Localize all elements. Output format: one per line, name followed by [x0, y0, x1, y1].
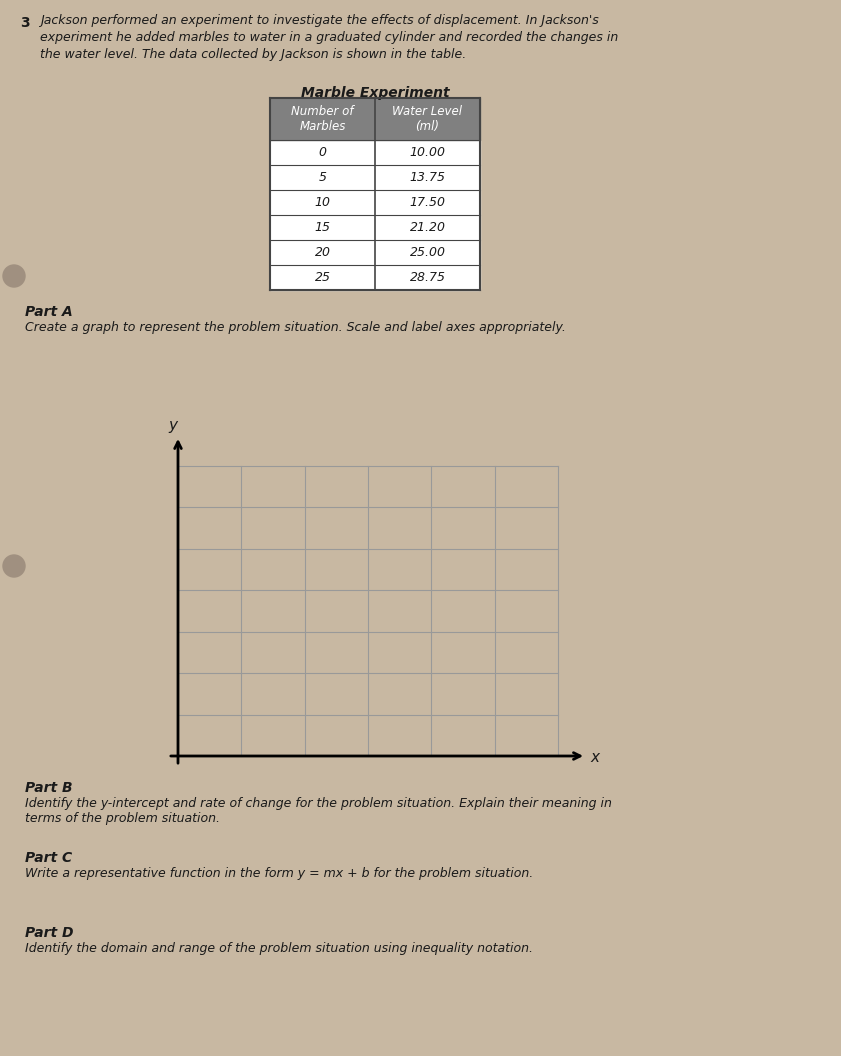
Bar — [270, 215, 480, 240]
Text: Part A: Part A — [25, 305, 73, 319]
Bar — [270, 265, 480, 290]
Text: 28.75: 28.75 — [410, 271, 446, 284]
Text: 3: 3 — [20, 16, 29, 30]
Text: Identify the domain and range of the problem situation using inequality notation: Identify the domain and range of the pro… — [25, 942, 533, 955]
Text: y: y — [168, 418, 177, 433]
Text: the water level. The data collected by Jackson is shown in the table.: the water level. The data collected by J… — [40, 48, 466, 61]
Bar — [270, 98, 480, 140]
Text: Identify the y-intercept and rate of change for the problem situation. Explain t: Identify the y-intercept and rate of cha… — [25, 797, 612, 810]
Text: x: x — [590, 751, 599, 766]
Text: Number of
Marbles: Number of Marbles — [291, 105, 354, 133]
Text: terms of the problem situation.: terms of the problem situation. — [25, 812, 220, 825]
Circle shape — [3, 265, 25, 287]
Text: experiment he added marbles to water in a graduated cylinder and recorded the ch: experiment he added marbles to water in … — [40, 31, 618, 44]
Text: 15: 15 — [315, 221, 331, 234]
Text: 25: 25 — [315, 271, 331, 284]
Text: Part B: Part B — [25, 781, 72, 795]
Text: 10.00: 10.00 — [410, 146, 446, 159]
Text: 10: 10 — [315, 196, 331, 209]
Text: 20: 20 — [315, 246, 331, 259]
Text: 21.20: 21.20 — [410, 221, 446, 234]
Circle shape — [3, 555, 25, 577]
Text: 17.50: 17.50 — [410, 196, 446, 209]
Text: 0: 0 — [319, 146, 326, 159]
Text: Part D: Part D — [25, 926, 73, 940]
Text: Jackson performed an experiment to investigate the effects of displacement. In J: Jackson performed an experiment to inves… — [40, 14, 599, 27]
Text: 13.75: 13.75 — [410, 171, 446, 184]
Bar — [270, 165, 480, 190]
Text: Create a graph to represent the problem situation. Scale and label axes appropri: Create a graph to represent the problem … — [25, 321, 566, 334]
Text: Marble Experiment: Marble Experiment — [301, 86, 449, 100]
Text: 25.00: 25.00 — [410, 246, 446, 259]
Bar — [270, 240, 480, 265]
Text: 5: 5 — [319, 171, 326, 184]
Text: Write a representative function in the form y = mx + b for the problem situation: Write a representative function in the f… — [25, 867, 533, 880]
Text: Part C: Part C — [25, 851, 72, 865]
Bar — [178, 466, 558, 756]
Bar — [270, 140, 480, 165]
Bar — [270, 190, 480, 215]
Text: Water Level
(ml): Water Level (ml) — [393, 105, 463, 133]
